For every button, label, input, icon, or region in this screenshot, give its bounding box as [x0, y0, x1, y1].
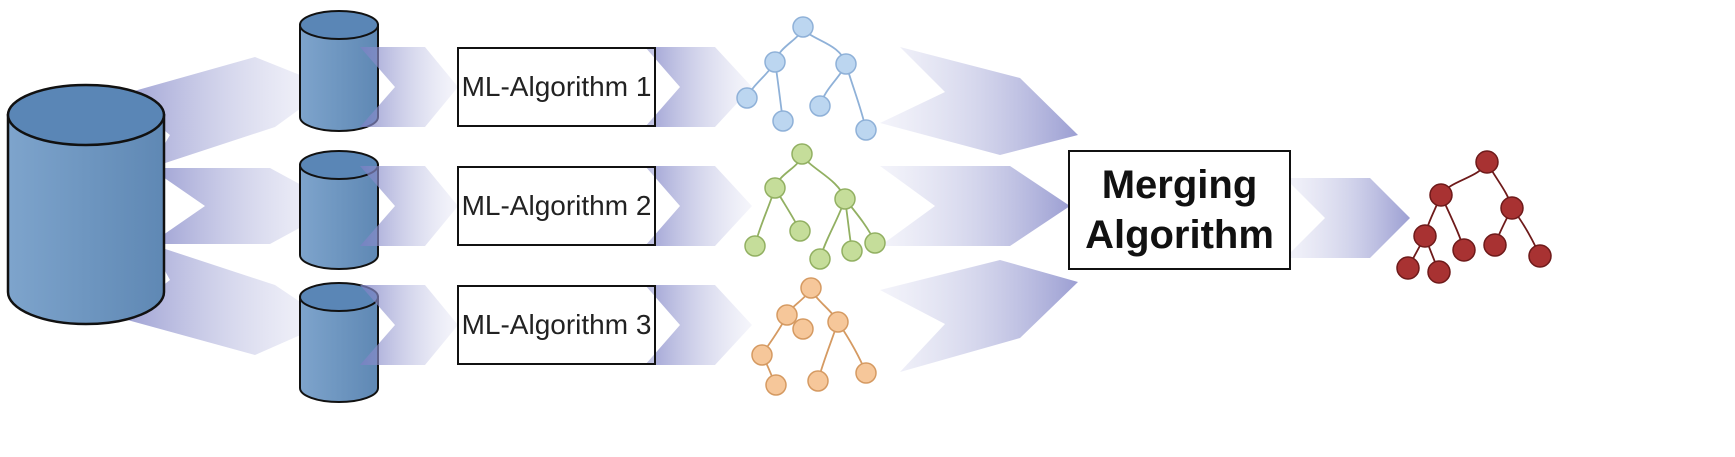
sample-cylinder-1 [299, 10, 379, 132]
merged-tree [1396, 150, 1552, 284]
ml-algorithm-2-box: ML-Algorithm 2 [457, 166, 656, 246]
tree-2 [744, 143, 886, 270]
ml-algorithm-3-box: ML-Algorithm 3 [457, 285, 656, 365]
dataset-cylinder [6, 83, 166, 326]
ml-algorithm-1-box: ML-Algorithm 1 [457, 47, 656, 127]
tree-3 [751, 277, 877, 396]
arrow-big-to-sample-3 [120, 244, 330, 355]
merging-algorithm-box: Merging Algorithm [1068, 150, 1291, 270]
ml-algorithm-1-label: ML-Algorithm 1 [461, 71, 652, 102]
tree-1 [736, 16, 877, 141]
arrow-tree-to-merge-3 [880, 260, 1078, 372]
merging-label-line2: Algorithm [1085, 213, 1274, 257]
arrow-algo-to-tree-1 [645, 47, 752, 127]
arrow-tree-to-merge-2 [880, 166, 1070, 246]
sample-cylinder-2 [299, 150, 379, 270]
arrow-sample-to-algo-3 [360, 285, 458, 365]
ml-algorithm-3-label: ML-Algorithm 3 [461, 309, 652, 340]
arrow-big-to-sample-1 [120, 57, 330, 168]
arrow-sample-to-algo-1 [360, 47, 458, 127]
arrow-sample-to-algo-2 [360, 166, 458, 246]
arrow-big-to-sample-2 [150, 168, 340, 244]
arrow-tree-to-merge-1 [880, 47, 1078, 155]
ml-algorithm-2-label: ML-Algorithm 2 [461, 190, 652, 221]
arrow-algo-to-tree-2 [645, 166, 752, 246]
arrow-algo-to-tree-3 [645, 285, 752, 365]
sample-cylinder-3 [299, 282, 379, 403]
merging-label-line1: Merging [1101, 163, 1258, 207]
arrow-merge-to-final [1285, 178, 1410, 258]
